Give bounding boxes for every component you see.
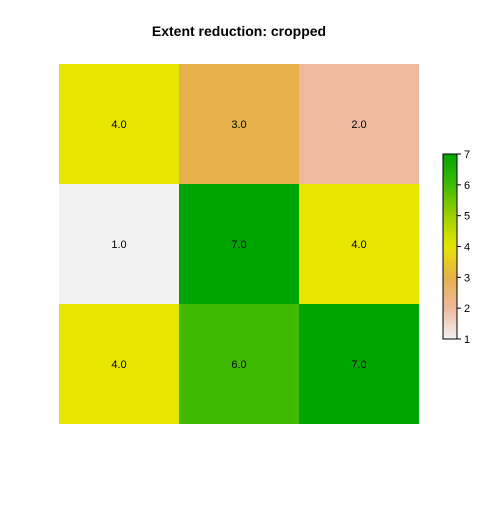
- legend-gradient-segment: [443, 289, 457, 294]
- color-legend: 1 2 3 4 5 6 7: [442, 149, 470, 346]
- legend-tick-label-1: 1: [464, 334, 470, 346]
- heatmap-cell-r2-c3: [299, 184, 419, 304]
- heatmap-cell-r3-c2: [179, 304, 299, 424]
- legend-gradient-segment: [443, 169, 457, 174]
- legend-gradient-segment: [443, 308, 457, 312]
- legend-gradient-segment: [443, 292, 457, 297]
- legend-gradient-segment: [443, 280, 457, 285]
- legend-tick-label-3: 3: [464, 272, 470, 284]
- cell-label-r2-c1: 1.0: [111, 239, 126, 251]
- legend-gradient-segment: [443, 317, 457, 322]
- heatmap-cell-r1-c3: [299, 64, 419, 184]
- legend-gradient-segment: [443, 212, 457, 217]
- legend-gradient-segment: [443, 252, 457, 257]
- cell-label-r2-c3: 4.0: [351, 239, 366, 251]
- legend-gradient-segment: [443, 329, 457, 334]
- heatmap-cell-r1-c1: [59, 64, 179, 184]
- legend-gradient-segment: [443, 154, 457, 158]
- heatmap-cell-r1-c2: [179, 64, 299, 184]
- legend-gradient-segment: [443, 243, 457, 248]
- heatmap-cell-r2-c1: [59, 184, 179, 304]
- legend-gradient-segment: [443, 163, 457, 167]
- legend-tick-label-5: 5: [464, 211, 470, 223]
- legend-gradient-segment: [443, 314, 457, 319]
- heatmap-cell-r3-c3: [299, 304, 419, 424]
- legend-gradient-segment: [443, 302, 457, 306]
- cell-label-r1-c2: 3.0: [231, 119, 246, 131]
- legend-gradient-segment: [443, 332, 457, 337]
- legend-gradient-segment: [443, 191, 457, 195]
- legend-gradient-segment: [443, 187, 457, 192]
- legend-gradient-segment: [443, 326, 457, 331]
- legend-gradient-segment: [443, 286, 457, 291]
- legend-gradient-segment: [443, 283, 457, 288]
- legend-gradient-segment: [443, 274, 457, 278]
- legend-gradient-segment: [443, 234, 457, 238]
- cell-label-r3-c2: 6.0: [231, 359, 246, 371]
- heatmap-cell-labels: 4.0 3.0 2.0 1.0 7.0 4.0 4.0 6.0 7.0: [111, 119, 366, 371]
- legend-gradient-segment: [443, 268, 457, 272]
- legend-gradient-segment: [443, 335, 457, 340]
- legend-tick-label-7: 7: [464, 149, 470, 161]
- legend-gradient-segment: [443, 206, 457, 211]
- legend-gradient-segment: [443, 271, 457, 275]
- legend-gradient-segment: [443, 224, 457, 229]
- legend-gradient-segment: [443, 157, 457, 161]
- cell-label-r2-c2: 7.0: [231, 239, 246, 251]
- legend-gradient-segment: [443, 175, 457, 180]
- legend-gradient-segment: [443, 200, 457, 204]
- legend-gradient-segment: [443, 178, 457, 183]
- legend-gradient-segment: [443, 203, 457, 208]
- cell-label-r3-c1: 4.0: [111, 359, 126, 371]
- legend-gradient-segment: [443, 295, 457, 300]
- cell-label-r1-c3: 2.0: [351, 119, 366, 131]
- legend-gradient-segment: [443, 305, 457, 309]
- legend-gradient-segment: [443, 172, 457, 177]
- legend-gradient-segment: [443, 311, 457, 315]
- legend-tick-label-6: 6: [464, 180, 470, 192]
- heatmap-cell-r2-c2: [179, 184, 299, 304]
- legend-gradient-segment: [443, 194, 457, 198]
- legend-gradient-segment: [443, 323, 457, 328]
- chart-title: Extent reduction: cropped: [152, 23, 326, 39]
- legend-tick-label-2: 2: [464, 303, 470, 315]
- legend-gradient-segment: [443, 215, 457, 220]
- legend-gradient-segment: [443, 221, 457, 226]
- legend-gradient-segment: [443, 261, 457, 266]
- legend-gradient-segment: [443, 320, 457, 325]
- legend-gradient-segment: [443, 166, 457, 171]
- legend-gradient-segment: [443, 298, 457, 303]
- legend-gradient-segment: [443, 218, 457, 223]
- legend-gradient-segment: [443, 277, 457, 282]
- legend-gradient-segment: [443, 249, 457, 254]
- legend-gradient-segment: [443, 246, 457, 251]
- legend-gradient-segment: [443, 258, 457, 263]
- legend-gradient-segment: [443, 197, 457, 201]
- heatmap-cell-r3-c1: [59, 304, 179, 424]
- cell-label-r1-c1: 4.0: [111, 119, 126, 131]
- legend-gradient-segment: [443, 181, 457, 186]
- cell-label-r3-c3: 7.0: [351, 359, 366, 371]
- legend-gradient-segment: [443, 228, 457, 232]
- legend-gradient-segment: [443, 184, 457, 189]
- legend-gradient-segment: [443, 237, 457, 241]
- legend-gradient-segment: [443, 160, 457, 164]
- heatmap-cells: [59, 64, 419, 424]
- legend-gradient-segment: [443, 231, 457, 235]
- legend-tick-label-4: 4: [464, 242, 470, 254]
- legend-gradient-segment: [443, 240, 457, 245]
- legend-gradient-segment: [443, 265, 457, 269]
- legend-gradient-segment: [443, 255, 457, 260]
- legend-gradient-segment: [443, 209, 457, 214]
